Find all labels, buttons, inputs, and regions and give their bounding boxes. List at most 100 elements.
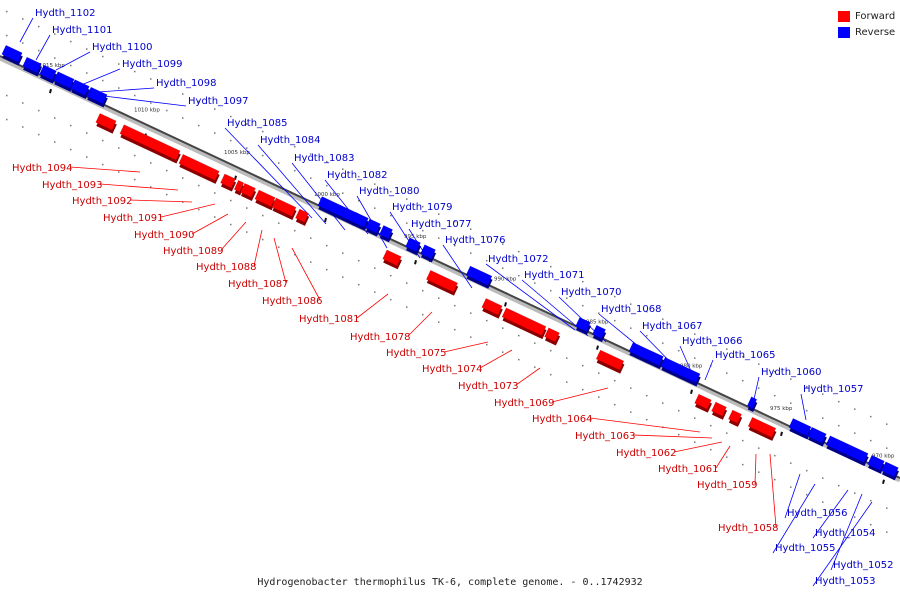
grid-dot — [726, 372, 728, 374]
grid-dot — [262, 238, 264, 241]
grid-dot — [694, 417, 696, 419]
grid-dot — [870, 523, 872, 526]
grid-dot — [470, 252, 472, 254]
reverse-gene-block-body — [881, 461, 899, 478]
forward-gene-block — [240, 182, 257, 201]
legend-reverse: Reverse — [838, 24, 900, 40]
grid-dot — [54, 141, 56, 143]
forward-leader-line — [715, 445, 731, 469]
reverse-gene-block-body — [465, 265, 493, 286]
grid-dot — [486, 235, 488, 238]
grid-dot — [534, 342, 536, 344]
grid-dot — [534, 282, 536, 284]
reverse-gene-block — [465, 265, 493, 289]
reverse-gene-label: Hydth_1068 — [601, 304, 662, 315]
grid-dot — [662, 342, 664, 344]
forward-gene-label: Hydth_1094 — [12, 163, 73, 174]
grid-dot — [374, 183, 376, 185]
reverse-gene-block — [365, 218, 382, 237]
legend-reverse-label: Reverse — [855, 26, 896, 38]
reverse-leader-line — [784, 473, 801, 519]
forward-gene-label: Hydth_1090 — [134, 230, 195, 241]
grid-dot — [246, 123, 248, 125]
grid-dot — [294, 253, 296, 256]
grid-dot — [710, 424, 712, 427]
reverse-leader-line — [772, 483, 816, 554]
grid-dot — [870, 439, 872, 442]
grid-dot — [534, 366, 536, 368]
grid-dot — [726, 456, 728, 458]
forward-gene-block-body — [254, 189, 276, 207]
grid-dot — [806, 469, 808, 472]
grid-dot — [102, 139, 104, 142]
forward-gene-block — [271, 197, 297, 220]
grid-dot — [390, 190, 392, 193]
reverse-gene-label: Hydth_1060 — [761, 367, 822, 378]
grid-dot — [742, 439, 744, 442]
forward-gene-block-body — [747, 416, 777, 438]
grid-dot — [566, 273, 568, 275]
grid-dot — [710, 340, 712, 343]
grid-dot — [390, 274, 392, 277]
forward-gene-label: Hydth_1063 — [575, 431, 636, 442]
grid-dot — [134, 94, 136, 97]
grid-dot — [598, 312, 600, 314]
grid-dot — [230, 199, 232, 202]
grid-dot — [102, 79, 104, 82]
grid-dot — [614, 403, 616, 406]
reverse-gene-block — [677, 364, 701, 387]
grid-dot — [582, 364, 584, 367]
reverse-gene-block-body — [807, 426, 827, 444]
grid-dot — [214, 108, 216, 110]
grid-dot — [678, 409, 680, 412]
reverse-gene-label: Hydth_1099 — [122, 59, 183, 70]
forward-gene-block — [711, 401, 728, 420]
strand-legend: Forward Reverse — [838, 8, 900, 40]
grid-dot — [822, 417, 824, 419]
grid-dot — [454, 304, 456, 307]
grid-dot — [758, 363, 760, 365]
grid-dot — [70, 124, 72, 127]
grid-dot — [854, 408, 856, 410]
grid-dot — [406, 306, 408, 308]
grid-dot — [582, 304, 584, 307]
gene-labels: Hydth_1102 Hydth_1101 Hydth_1100 Hydth_1099… — [12, 8, 894, 587]
grid-dot — [230, 139, 232, 142]
grid-dot — [662, 318, 664, 320]
grid-dot — [806, 493, 808, 496]
grid-dot — [6, 94, 8, 97]
grid-dot — [438, 213, 440, 215]
grid-dot — [454, 244, 456, 247]
forward-gene-block-body — [178, 153, 220, 181]
grid-dot — [758, 447, 760, 449]
grid-dot — [630, 411, 632, 413]
reverse-leader-line — [800, 393, 807, 421]
grid-dot — [870, 499, 872, 502]
reverse-gene-block-body — [1, 44, 23, 63]
reverse-gene-block-body — [70, 79, 90, 96]
forward-gene-label: Hydth_1078 — [350, 332, 411, 343]
reverse-gene-block-body — [867, 454, 885, 471]
grid-dot — [342, 168, 344, 170]
forward-leader-line — [769, 453, 777, 528]
reverse-gene-block — [351, 211, 369, 231]
grid-dot — [150, 102, 152, 104]
reverse-gene-block-body — [365, 218, 381, 234]
grid-dot — [358, 199, 360, 202]
grid-dot — [326, 268, 328, 271]
grid-dot — [822, 477, 824, 479]
reverse-gene-block-body — [39, 64, 57, 81]
grid-dot — [38, 49, 40, 52]
forward-leader-line — [129, 199, 193, 203]
reverse-leader-line — [103, 95, 187, 107]
forward-gene-block-body — [711, 401, 727, 417]
reverse-leader-line — [485, 263, 576, 331]
reverse-gene-label: Hydth_1102 — [35, 8, 96, 19]
grid-dot — [470, 312, 472, 314]
grid-dot — [246, 147, 248, 149]
reverse-gene-block — [317, 196, 359, 227]
reverse-gene-label: Hydth_1097 — [188, 96, 249, 107]
grid-dot — [454, 328, 456, 331]
forward-leader-line — [515, 367, 541, 386]
